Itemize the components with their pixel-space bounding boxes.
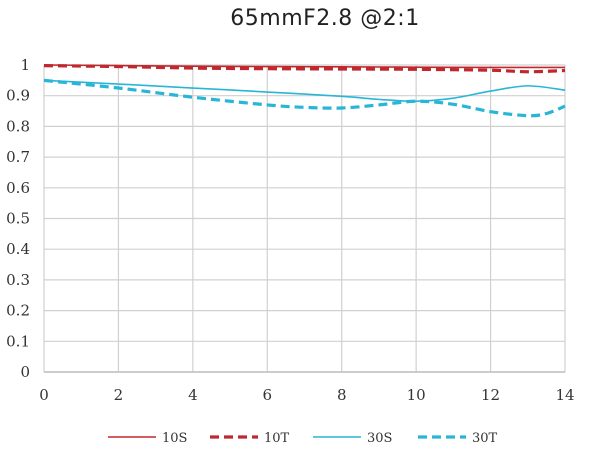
- x-tick-label: 12: [481, 386, 500, 404]
- legend-label-30s: 30S: [367, 431, 392, 446]
- y-tick-label: 0.1: [6, 332, 30, 350]
- y-tick-label: 0.3: [6, 271, 30, 289]
- chart-title: 65mmF2.8 @2:1: [230, 6, 420, 31]
- axis-labels: 00.10.20.30.40.50.60.70.80.910 2 4 6 8 10 12 14: [6, 56, 574, 404]
- legend-label-10t: 10T: [264, 431, 290, 446]
- series-line-10s: [43, 64, 566, 69]
- y-tick-label: 0.9: [6, 87, 30, 105]
- y-tick-label: 0.8: [6, 117, 30, 135]
- x-tick-label: 2: [114, 386, 124, 404]
- series-line-10t: [43, 64, 566, 74]
- x-tick-label: 4: [188, 386, 198, 404]
- legend: 10S 10T 30S 30T: [108, 431, 498, 446]
- y-tick-label: 0.6: [6, 179, 30, 197]
- x-tick-label: 14: [555, 386, 574, 404]
- x-tick-label: 0: [39, 386, 49, 404]
- x-tick-label: 10: [407, 386, 426, 404]
- y-tick-label: 0: [20, 363, 30, 381]
- y-tick-label: 0.7: [6, 148, 30, 166]
- x-tick-label: 6: [263, 386, 273, 404]
- legend-label-30t: 30T: [472, 431, 498, 446]
- y-tick-label: 0.4: [6, 240, 30, 258]
- y-tick-label: 0.5: [6, 210, 30, 228]
- series-lines: [43, 64, 566, 118]
- x-tick-label: 8: [337, 386, 347, 404]
- legend-label-10s: 10S: [162, 431, 187, 446]
- y-tick-label: 0.2: [6, 302, 30, 320]
- series-line-30t: [43, 78, 566, 118]
- grid-lines: [43, 64, 566, 373]
- y-tick-label: 1: [20, 56, 30, 74]
- series-line-30s: [43, 79, 566, 103]
